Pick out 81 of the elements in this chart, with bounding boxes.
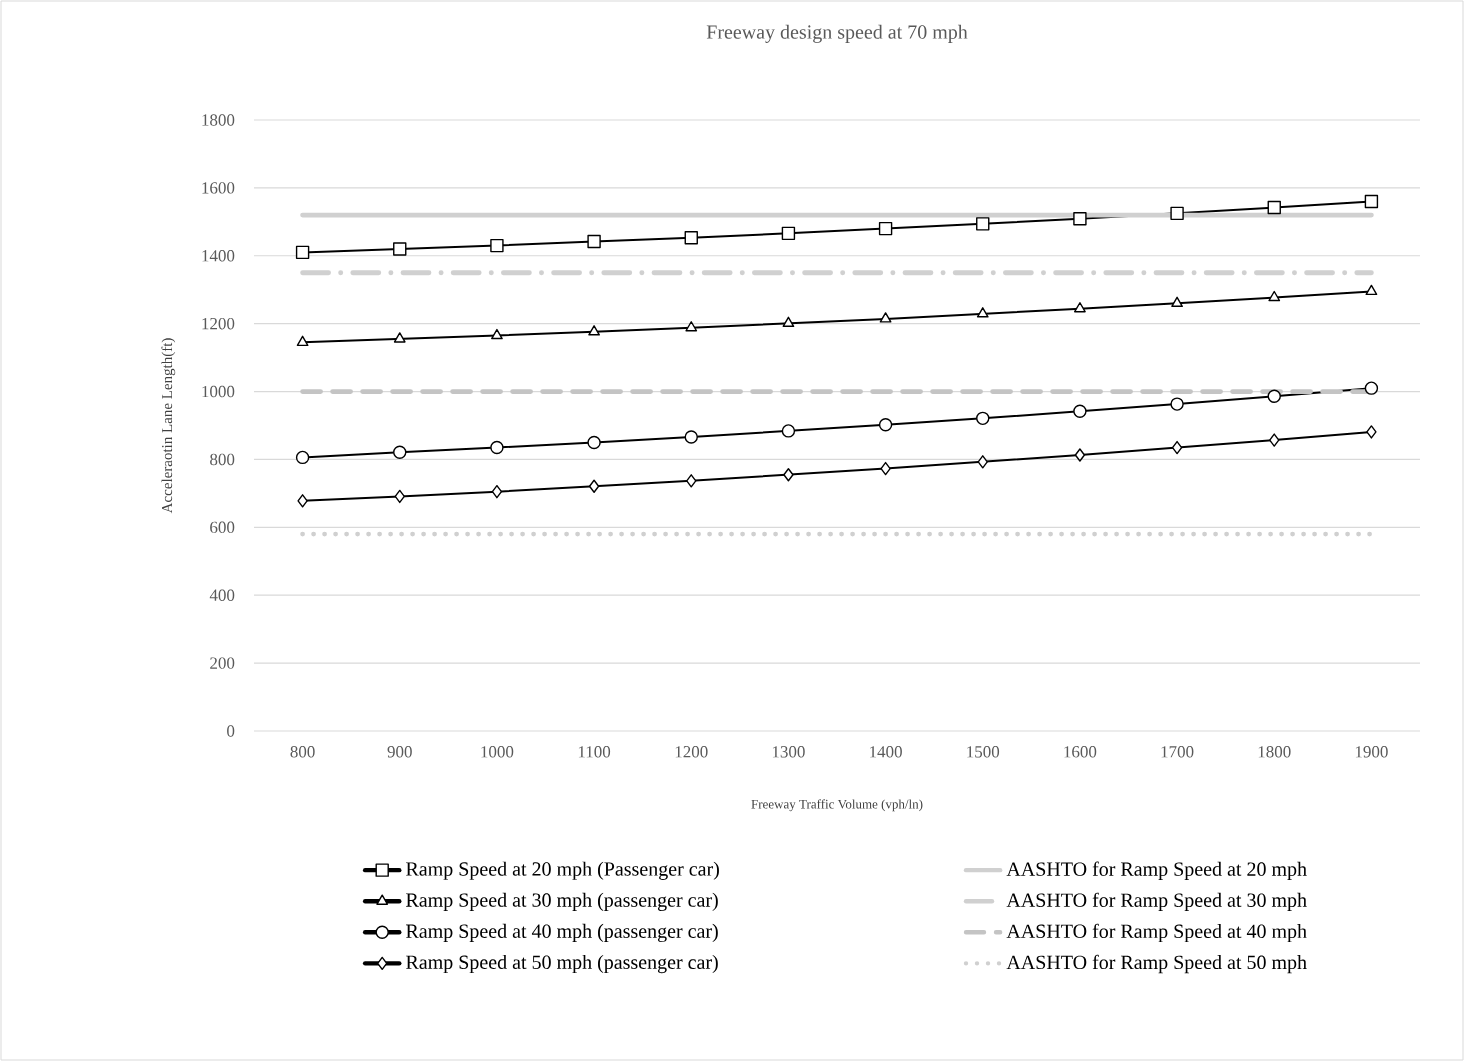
y-tick-label: 1600 <box>202 182 235 194</box>
point <box>1170 397 1184 411</box>
x-tick-label: 1500 <box>967 746 1000 758</box>
point <box>295 450 310 465</box>
point <box>1268 290 1281 302</box>
chart-title: Freeway design speed at 70 mph <box>706 24 968 43</box>
x-tick-label: 1400 <box>870 746 902 758</box>
point <box>587 234 601 249</box>
legend-label: AASHTO for Ramp Speed at 40 mph <box>1006 923 1307 943</box>
point <box>976 217 990 231</box>
y-tick-label: 800 <box>210 453 235 466</box>
legend-label: Ramp Speed at 30 mph (passenger car) <box>406 892 718 911</box>
point <box>684 430 698 444</box>
point <box>976 411 990 426</box>
point <box>296 335 309 347</box>
point <box>1171 296 1183 307</box>
y-tick-label: 1400 <box>202 250 235 262</box>
x-tick-label: 1100 <box>578 746 611 758</box>
y-tick-label: 1200 <box>202 317 235 330</box>
legend-label: AASHTO for Ramp Speed at 20 mph <box>1006 861 1307 880</box>
point <box>1365 284 1378 296</box>
point <box>491 328 503 340</box>
point <box>1269 433 1280 447</box>
point <box>878 418 893 432</box>
point <box>588 479 600 493</box>
point <box>587 435 601 450</box>
point <box>1364 381 1379 395</box>
point <box>393 332 406 343</box>
x-tick-label: 1900 <box>1355 746 1388 758</box>
x-tick-label: 1700 <box>1161 746 1194 758</box>
point <box>879 312 892 323</box>
point <box>976 307 989 318</box>
point <box>684 231 698 245</box>
y-tick-label: 1800 <box>202 114 235 126</box>
point <box>1364 194 1379 209</box>
point <box>686 474 697 488</box>
point <box>1366 425 1377 439</box>
legend-label: AASHTO for Ramp Speed at 30 mph <box>1006 892 1307 912</box>
point <box>491 484 503 499</box>
x-tick-label: 1800 <box>1258 746 1291 758</box>
point <box>393 242 407 256</box>
point <box>685 321 698 332</box>
point <box>393 445 407 460</box>
y-tick-label: 400 <box>209 589 235 601</box>
y-tick-label: 600 <box>210 521 235 534</box>
point <box>1267 200 1281 215</box>
point <box>781 226 796 241</box>
legend-label: Ramp Speed at 40 mph (passenger car) <box>406 923 718 943</box>
point <box>781 424 796 438</box>
y-tick-label: 200 <box>210 657 235 669</box>
x-tick-label: 1000 <box>481 746 514 758</box>
point <box>588 325 600 336</box>
point <box>394 489 405 504</box>
point <box>1170 206 1184 221</box>
y-axis-title: Acceleraotin Lane Length(ft) <box>161 338 176 514</box>
x-tick-label: 1300 <box>772 746 805 758</box>
x-tick-label: 800 <box>290 746 315 758</box>
point <box>1074 302 1086 313</box>
point <box>1171 440 1183 455</box>
legend-label: Ramp Speed at 20 mph (Passenger car) <box>406 861 719 880</box>
point <box>297 494 308 508</box>
y-tick-label: 0 <box>227 725 235 737</box>
y-tick-label: 1000 <box>202 385 235 398</box>
point <box>878 221 893 236</box>
x-tick-label: 1600 <box>1064 746 1097 758</box>
x-tick-label: 1200 <box>675 746 708 758</box>
point <box>1074 448 1086 462</box>
x-tick-label: 900 <box>387 746 412 758</box>
point <box>977 455 988 469</box>
point <box>490 238 504 253</box>
point <box>782 316 795 328</box>
legend-label: AASHTO for Ramp Speed at 50 mph <box>1006 954 1307 974</box>
point <box>1073 404 1087 418</box>
point <box>295 245 310 260</box>
point <box>1073 212 1087 226</box>
point <box>783 468 794 482</box>
legend-label: Ramp Speed at 50 mph (passenger car) <box>406 954 718 974</box>
x-axis-title: Freeway Traffic Volume (vph/ln) <box>751 799 923 812</box>
point <box>490 440 504 455</box>
point <box>1267 389 1281 403</box>
point <box>880 461 891 476</box>
